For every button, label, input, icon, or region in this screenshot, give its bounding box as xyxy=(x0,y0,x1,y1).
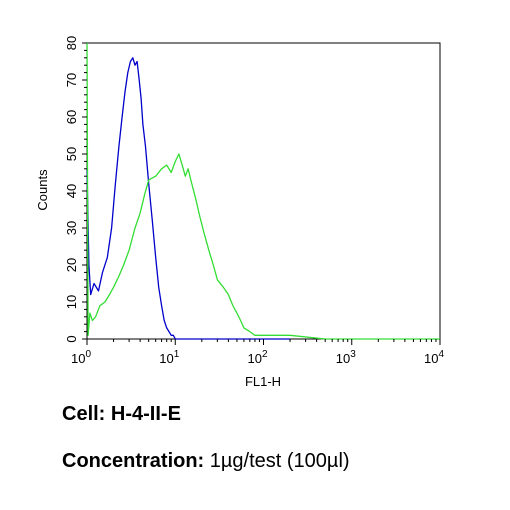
x-axis-label: FL1-H xyxy=(245,374,281,389)
series-line-2 xyxy=(86,42,440,340)
series-line-1 xyxy=(86,57,291,340)
y-tick-label: 70 xyxy=(64,73,79,87)
y-axis-label: Counts xyxy=(35,169,50,211)
histogram-chart: 0 10 20 30 40 50 60 70 80 100 101 102 103 104 Counts… xyxy=(35,36,444,389)
cell-caption: Cell: H-4-II-E xyxy=(62,403,181,426)
y-tick-label: 80 xyxy=(64,36,79,50)
concentration-caption: Concentration: 1µg/test (100µl) xyxy=(62,450,350,473)
x-tick-label: 104 xyxy=(424,349,444,366)
y-tick-label: 30 xyxy=(64,221,79,235)
cell-caption-value: H-4-II-E xyxy=(110,403,181,425)
x-tick-label: 102 xyxy=(247,349,267,366)
y-tick-label: 10 xyxy=(64,295,79,309)
cell-caption-label: Cell: xyxy=(62,403,106,425)
y-tick-label: 50 xyxy=(64,147,79,161)
concentration-caption-value: 1µg/test (100µl) xyxy=(209,450,350,472)
y-tick-label: 40 xyxy=(64,184,79,198)
y-tick-label: 0 xyxy=(64,335,79,342)
x-tick-label: 101 xyxy=(159,349,179,366)
x-tick-label: 100 xyxy=(71,349,91,366)
y-tick-label: 20 xyxy=(64,258,79,272)
concentration-caption-label: Concentration: xyxy=(62,450,205,472)
y-axis-ticks: 0 10 20 30 40 50 60 70 80 xyxy=(64,36,87,343)
x-tick-label: 103 xyxy=(336,349,356,366)
series-layer xyxy=(86,42,440,340)
y-tick-label: 60 xyxy=(64,110,79,124)
x-axis-ticks: 100 101 102 103 104 xyxy=(71,339,444,366)
